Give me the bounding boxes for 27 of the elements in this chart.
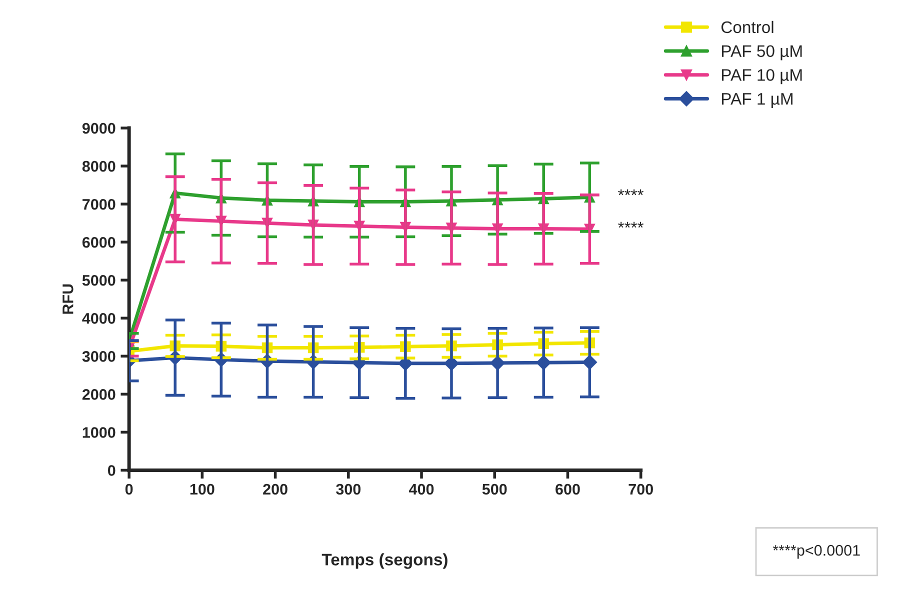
legend-label: Control bbox=[721, 20, 774, 34]
y-axis-title: RFU bbox=[62, 284, 74, 314]
y-tick-label: 4000 bbox=[82, 313, 116, 324]
legend-label: PAF 1 µM bbox=[722, 93, 792, 108]
x-tick-label: 300 bbox=[336, 484, 361, 495]
legend-label: PAF 10 µM bbox=[722, 69, 802, 84]
x-tick-label: 500 bbox=[482, 484, 507, 495]
y-tick-label: 9000 bbox=[82, 122, 116, 134]
y-tick-label: 3000 bbox=[82, 351, 116, 362]
x-tick-label: 600 bbox=[556, 484, 580, 495]
y-tick-label: 5000 bbox=[82, 274, 116, 286]
annotation: **** bbox=[618, 189, 644, 196]
text: ****p<0.0001 bbox=[772, 544, 860, 559]
annotation: **** bbox=[618, 222, 644, 228]
y-tick-label: 2000 bbox=[82, 389, 116, 400]
x-axis-title: Temps (segons) bbox=[322, 553, 448, 569]
x-tick-label: 400 bbox=[409, 484, 434, 495]
x-tick-label: 700 bbox=[628, 484, 653, 495]
y-tick-label: 6000 bbox=[82, 236, 116, 248]
x-tick-label: 100 bbox=[190, 484, 214, 495]
x-tick-label: 0 bbox=[125, 484, 133, 495]
y-tick-label: 8000 bbox=[82, 160, 116, 172]
legend-label: PAF 50 µM bbox=[722, 45, 802, 60]
y-tick-label: 1000 bbox=[82, 427, 116, 438]
x-tick-label: 200 bbox=[263, 484, 288, 495]
y-tick-label: 0 bbox=[108, 465, 116, 476]
y-tick-label: 7000 bbox=[82, 198, 116, 210]
